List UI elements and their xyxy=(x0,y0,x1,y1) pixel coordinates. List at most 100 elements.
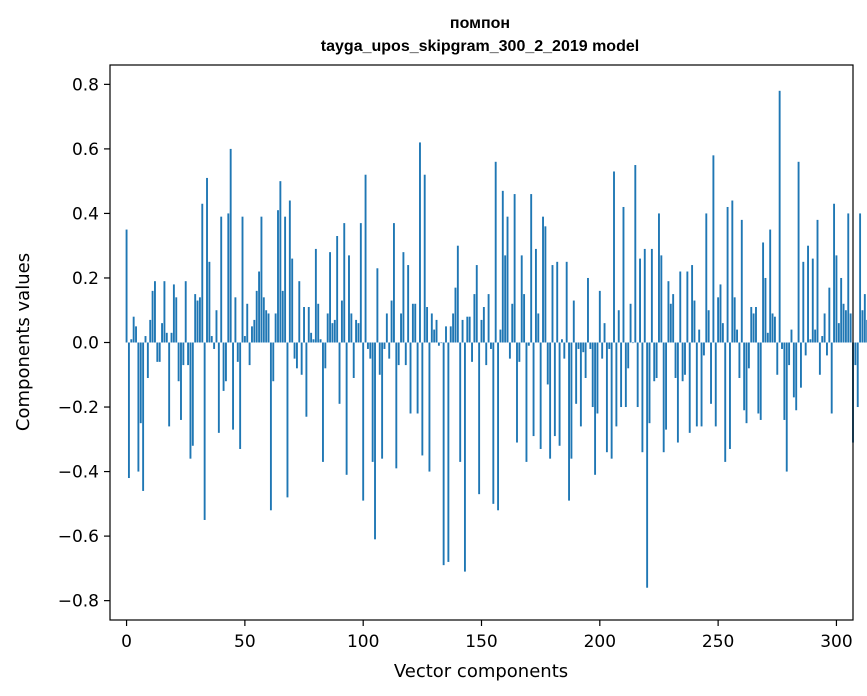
bar-73 xyxy=(298,281,301,343)
bar-255 xyxy=(729,342,731,449)
bar-19 xyxy=(170,332,173,343)
bar-43 xyxy=(227,213,230,343)
bar-14 xyxy=(158,342,161,362)
bar-42 xyxy=(225,342,227,382)
bar-227 xyxy=(662,342,665,453)
bar-194 xyxy=(584,342,587,378)
bar-136 xyxy=(447,342,450,562)
bar-131 xyxy=(435,319,438,343)
bar-66 xyxy=(281,290,284,343)
bar-162 xyxy=(508,342,511,359)
bar-55 xyxy=(255,290,258,343)
bar-50 xyxy=(243,336,246,343)
x-axis-label: Vector components xyxy=(394,661,568,682)
bar-240 xyxy=(693,300,696,343)
bars-group xyxy=(125,90,867,588)
bar-280 xyxy=(788,342,791,366)
bar-0 xyxy=(125,229,128,343)
bar-264 xyxy=(750,307,753,343)
bar-161 xyxy=(506,216,509,343)
bar-77 xyxy=(307,307,310,343)
bar-91 xyxy=(340,300,343,343)
bar-135 xyxy=(445,326,447,343)
bar-247 xyxy=(710,342,712,404)
bar-206 xyxy=(613,171,615,343)
bar-44 xyxy=(229,148,232,343)
bar-197 xyxy=(591,342,594,408)
bar-11 xyxy=(151,290,154,343)
bar-312 xyxy=(863,294,866,343)
bar-16 xyxy=(163,281,166,343)
bar-23 xyxy=(180,342,182,420)
bar-3 xyxy=(132,316,135,343)
bar-173 xyxy=(534,248,537,343)
bar-203 xyxy=(605,342,608,453)
bar-155 xyxy=(492,342,495,504)
bar-164 xyxy=(513,194,516,343)
bar-236 xyxy=(684,342,686,375)
bar-165 xyxy=(516,342,518,443)
bar-282 xyxy=(792,342,795,398)
bar-275 xyxy=(776,342,779,375)
bar-216 xyxy=(636,342,639,408)
bar-217 xyxy=(639,258,641,343)
bar-37 xyxy=(213,342,216,349)
bar-111 xyxy=(388,342,391,359)
bar-139 xyxy=(454,287,457,343)
bar-258 xyxy=(736,329,738,343)
bar-188 xyxy=(570,342,573,459)
bar-228 xyxy=(665,342,668,430)
bar-176 xyxy=(542,216,544,343)
bar-297 xyxy=(828,287,831,343)
bar-260 xyxy=(740,219,743,343)
bar-17 xyxy=(165,332,168,343)
bar-15 xyxy=(161,323,163,343)
bar-143 xyxy=(463,342,466,572)
bar-180 xyxy=(551,265,554,343)
bar-249 xyxy=(714,342,717,427)
bar-218 xyxy=(641,342,644,453)
y-tick-label-1: −0.6 xyxy=(58,527,99,547)
bar-124 xyxy=(419,142,421,343)
bar-86 xyxy=(329,252,331,343)
bar-303 xyxy=(842,303,845,343)
bar-76 xyxy=(305,342,308,417)
bar-169 xyxy=(525,342,528,462)
bar-221 xyxy=(648,342,651,424)
bar-158 xyxy=(499,329,502,343)
bar-127 xyxy=(426,307,429,343)
bar-215 xyxy=(634,165,637,343)
bar-310 xyxy=(859,213,862,343)
bar-133 xyxy=(440,342,443,344)
bar-178 xyxy=(546,342,549,385)
bar-130 xyxy=(433,329,436,343)
bar-262 xyxy=(745,342,748,424)
bar-237 xyxy=(686,271,689,343)
bar-251 xyxy=(719,284,722,343)
bar-88 xyxy=(333,319,336,343)
bar-67 xyxy=(284,216,287,343)
x-tick-label-2: 100 xyxy=(347,632,379,652)
bar-52 xyxy=(248,342,251,366)
bar-226 xyxy=(660,255,663,343)
bar-53 xyxy=(251,326,253,343)
bar-107 xyxy=(378,342,381,375)
bar-272 xyxy=(769,229,772,343)
bar-113 xyxy=(393,223,395,343)
bar-151 xyxy=(482,307,485,343)
bar-270 xyxy=(764,277,767,343)
bar-31 xyxy=(198,297,201,343)
bar-69 xyxy=(288,200,291,343)
bar-27 xyxy=(189,342,192,459)
bar-268 xyxy=(759,342,762,420)
bar-291 xyxy=(814,329,817,343)
bar-269 xyxy=(762,242,765,343)
bar-79 xyxy=(312,339,315,343)
bar-189 xyxy=(572,300,575,343)
bar-253 xyxy=(724,342,727,462)
bar-205 xyxy=(610,342,613,459)
bar-179 xyxy=(549,342,552,459)
bar-231 xyxy=(672,294,675,343)
bar-213 xyxy=(629,303,632,343)
bar-175 xyxy=(539,342,542,449)
